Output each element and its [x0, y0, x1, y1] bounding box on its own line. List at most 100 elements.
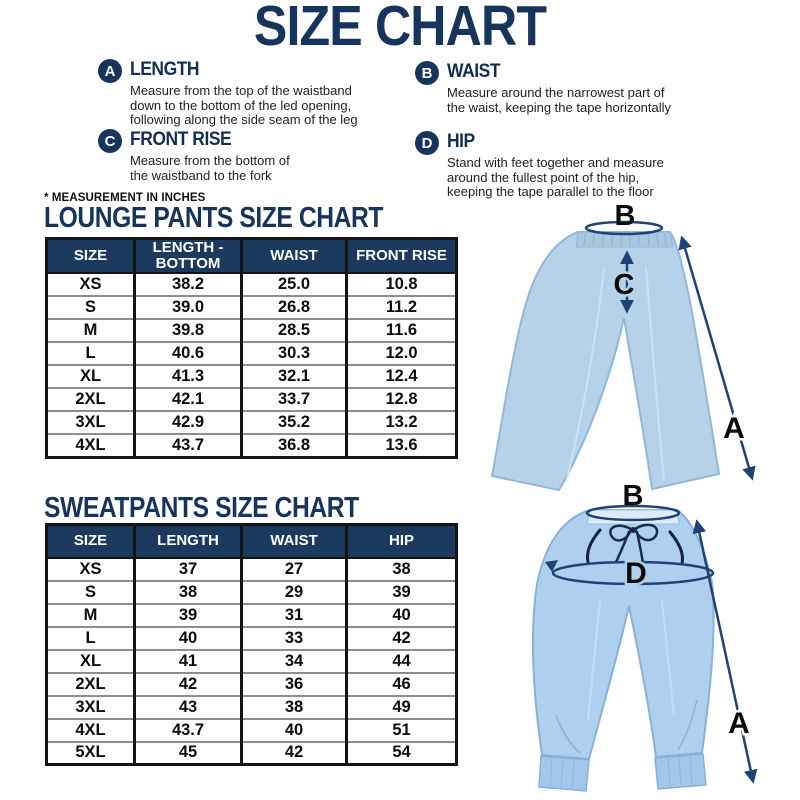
- column-header: SIZE: [46, 524, 135, 559]
- waist-measure-ellipse: [585, 504, 681, 522]
- table-header-row: SIZE LENGTH WAIST HIP: [46, 524, 457, 559]
- table-row: L 40.6 30.3 12.0: [46, 341, 457, 366]
- column-header: WAIST: [240, 524, 347, 559]
- table-cell: XL: [46, 364, 135, 389]
- table-cell: 38: [240, 694, 347, 719]
- legend-item-hip: D HIP Stand with feet together and measu…: [415, 130, 725, 200]
- table-cell: 43: [133, 694, 242, 719]
- table-cell: S: [46, 579, 135, 604]
- table-cell: 45: [133, 740, 242, 765]
- table-row: S 39.0 26.8 11.2: [46, 295, 457, 320]
- legend-item-length: A LENGTH Measure from the top of the wai…: [98, 58, 398, 128]
- table-cell: 40: [345, 602, 457, 627]
- length-arrow: [692, 519, 758, 784]
- table-cell: 35.2: [240, 410, 347, 435]
- table-cell: XL: [46, 648, 135, 673]
- table-cell: 33.7: [240, 387, 347, 412]
- table-cell: 13.6: [345, 433, 457, 458]
- hip-label: D: [625, 557, 647, 590]
- legend-title-length: LENGTH: [130, 59, 200, 80]
- column-header: SIZE: [46, 238, 135, 275]
- column-header: LENGTH: [133, 524, 242, 559]
- table-cell: 25.0: [240, 273, 347, 297]
- table-cell: 32.1: [240, 364, 347, 389]
- table-cell: 39: [345, 579, 457, 604]
- table-cell: S: [46, 295, 135, 320]
- table-cell: 36.8: [240, 433, 347, 458]
- table-row: XL 41.3 32.1 12.4: [46, 364, 457, 389]
- table-cell: 46: [345, 671, 457, 696]
- table-cell: L: [46, 625, 135, 650]
- letter-badge-d: D: [415, 131, 439, 155]
- waist-label: B: [615, 200, 636, 232]
- table-row: S 38 29 39: [46, 579, 457, 604]
- table-cell: M: [46, 602, 135, 627]
- legend-desc-waist: Measure around the narrowest part of the…: [447, 85, 672, 115]
- cuff-left: [538, 755, 590, 792]
- table-cell: 10.8: [345, 273, 457, 297]
- pocket-right: [668, 530, 684, 566]
- table-cell: 44: [345, 648, 457, 673]
- table-row: M 39 31 40: [46, 602, 457, 627]
- legend-text-waist: WAIST Measure around the narrowest part …: [447, 60, 671, 115]
- lounge-size-table: SIZE LENGTH - BOTTOM WAIST FRONT RISE XS 38.2…: [45, 237, 458, 459]
- table-cell: 39.0: [133, 295, 242, 320]
- table-cell: 12.4: [345, 364, 457, 389]
- column-header: WAIST: [240, 238, 347, 275]
- table-cell: 41: [133, 648, 242, 673]
- legend-desc-hip: Stand with feet together and measure aro…: [447, 155, 664, 200]
- letter-badge-b: B: [415, 61, 439, 85]
- table-cell: 42: [240, 740, 347, 765]
- table-cell: 40: [240, 717, 347, 742]
- table-cell: 42.9: [133, 410, 242, 435]
- table-cell: 39.8: [133, 318, 242, 343]
- table-cell: 11.2: [345, 295, 457, 320]
- table-cell: 4XL: [46, 433, 135, 458]
- table-row: 5XL 45 42 54: [46, 740, 457, 765]
- table-row: L 40 33 42: [46, 625, 457, 650]
- table-cell: 3XL: [46, 410, 135, 435]
- table-cell: 51: [345, 717, 457, 742]
- table-cell: 29: [240, 579, 347, 604]
- table-cell: 43.7: [133, 717, 242, 742]
- table-row: 2XL 42.1 33.7 12.8: [46, 387, 457, 412]
- table-cell: 42.1: [133, 387, 242, 412]
- table-cell: 12.8: [345, 387, 457, 412]
- table-cell: 11.6: [345, 318, 457, 343]
- table-row: 4XL 43.7 40 51: [46, 717, 457, 742]
- table-cell: 36: [240, 671, 347, 696]
- table-cell: 39: [133, 602, 242, 627]
- table-cell: 42: [133, 671, 242, 696]
- fabric-folds: [565, 267, 665, 483]
- legend-title-hip: HIP: [447, 131, 475, 152]
- table-cell: 37: [133, 557, 242, 581]
- legend-text-front-rise: FRONT RISE Measure from the bottom of th…: [130, 128, 290, 183]
- legend-desc-length: Measure from the top of the waistband do…: [130, 83, 358, 128]
- waistband: [586, 509, 680, 525]
- table-cell: 3XL: [46, 694, 135, 719]
- letter-badge-c: C: [98, 129, 122, 153]
- table-cell: XS: [79, 559, 102, 578]
- table-cell: 27: [240, 557, 347, 581]
- table-cell: L: [46, 341, 135, 366]
- hip-ellipse-arrowhead: [545, 560, 558, 572]
- pants-body: [490, 231, 721, 492]
- table-cell: 13.2: [345, 410, 457, 435]
- table-row: 2XL 42 36 46: [46, 671, 457, 696]
- table-cell: 43.7: [133, 433, 242, 458]
- table-cell: 4XL: [46, 717, 135, 742]
- table-row: XS 37 27 38: [47, 557, 457, 581]
- length-label: A: [723, 412, 745, 445]
- table-cell: 54: [345, 740, 457, 765]
- table-cell: 38: [345, 557, 457, 581]
- table-cell: 2XL: [46, 387, 135, 412]
- legend-desc-front-rise: Measure from the bottom of the waistband…: [130, 153, 290, 183]
- table-row: M 39.8 28.5 11.6: [46, 318, 457, 343]
- table-cell: 38.2: [133, 273, 242, 297]
- table-cell: XS: [79, 275, 102, 294]
- table-cell: 49: [345, 694, 457, 719]
- column-header: FRONT RISE: [345, 238, 457, 275]
- table-cell: M: [46, 318, 135, 343]
- cuff-ribs: [549, 754, 693, 791]
- lounge-table-title: LOUNGE PANTS SIZE CHART: [44, 202, 383, 234]
